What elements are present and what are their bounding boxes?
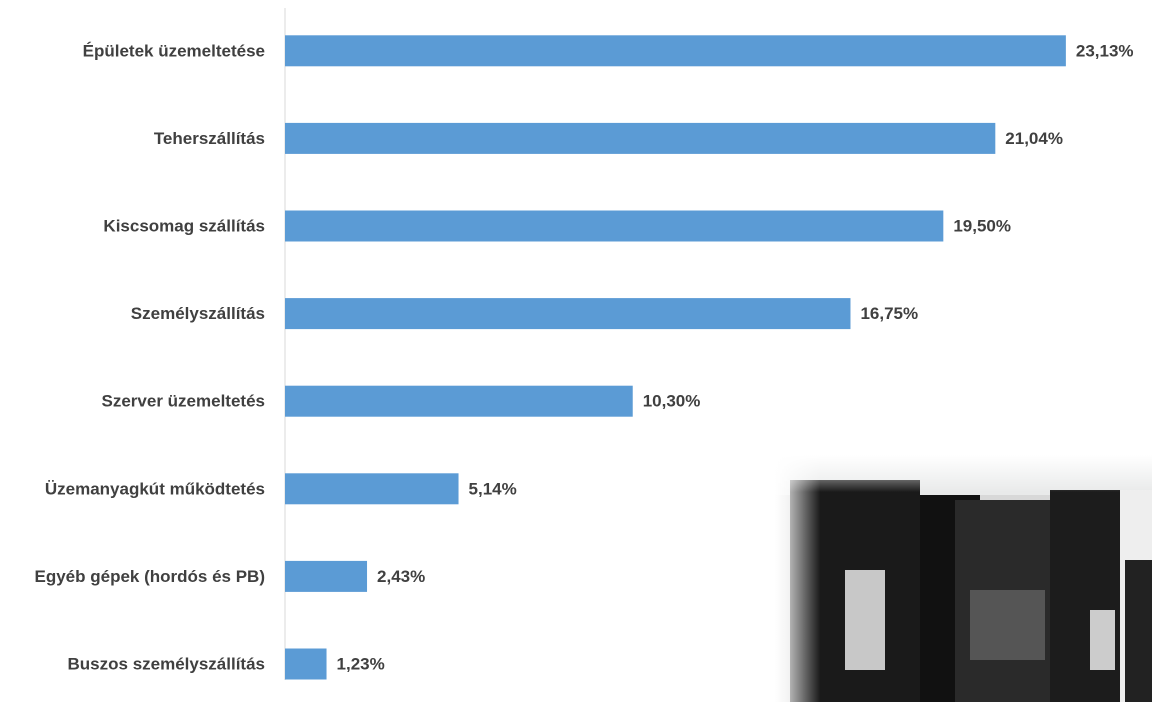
bar <box>285 298 851 330</box>
category-label: Személyszállítás <box>131 304 265 323</box>
value-label: 16,75% <box>860 304 918 323</box>
bar <box>285 648 327 680</box>
category-label: Egyéb gépek (hordós és PB) <box>35 567 266 586</box>
category-label: Buszos személyszállítás <box>68 654 265 673</box>
value-label: 2,43% <box>377 567 425 586</box>
value-label: 21,04% <box>1005 129 1063 148</box>
bar <box>285 385 633 417</box>
bar <box>285 473 459 505</box>
value-label: 5,14% <box>469 479 517 498</box>
value-label: 10,30% <box>643 392 701 411</box>
category-label: Üzemanyagkút működtetés <box>45 479 265 498</box>
bar <box>285 210 944 242</box>
bar <box>285 35 1066 67</box>
category-label: Teherszállítás <box>154 129 265 148</box>
value-label: 23,13% <box>1076 41 1134 60</box>
value-label: 19,50% <box>953 216 1011 235</box>
category-label: Szerver üzemeltetés <box>102 392 265 411</box>
category-label: Épületek üzemeltetése <box>83 41 265 60</box>
bar <box>285 560 368 592</box>
photo <box>775 455 1152 702</box>
bar <box>285 122 996 154</box>
value-label: 1,23% <box>337 654 385 673</box>
category-label: Kiscsomag szállítás <box>103 216 265 235</box>
